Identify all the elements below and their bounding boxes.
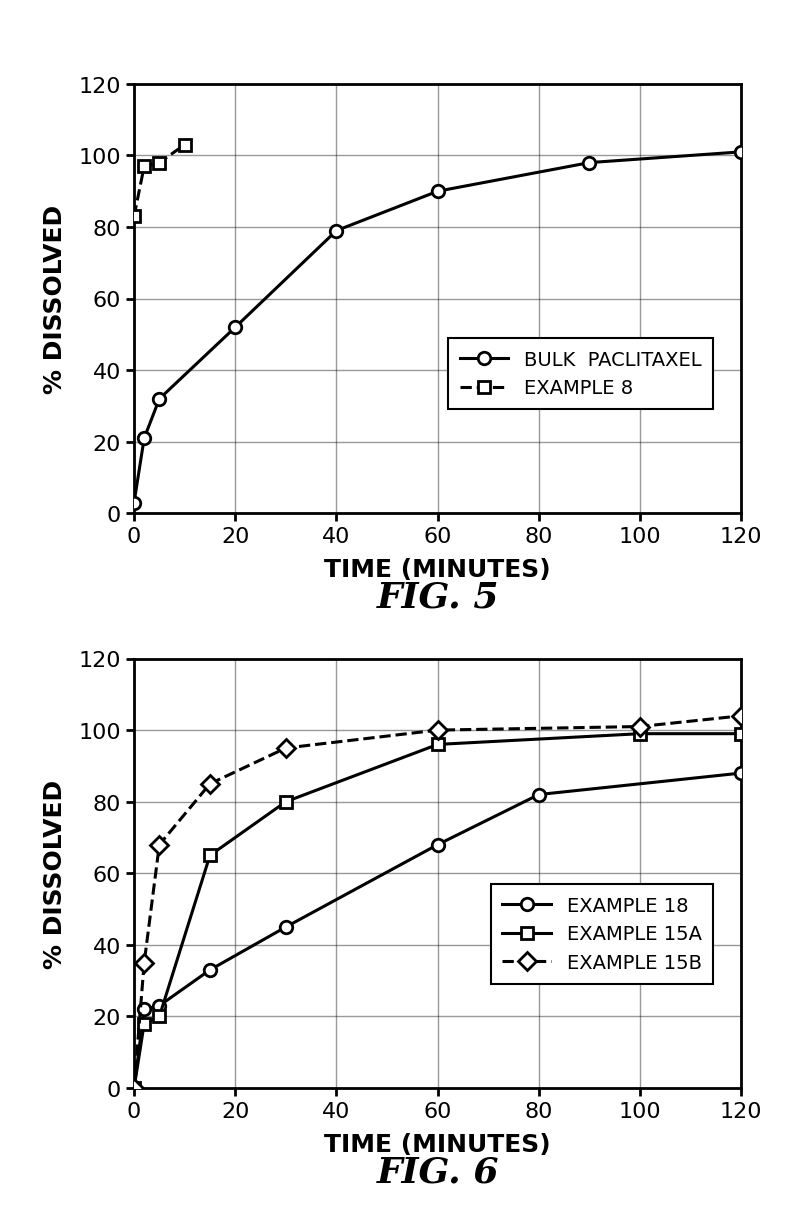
EXAMPLE 15A: [129, 1081, 139, 1095]
BULK  PACLITAXEL: [585, 156, 594, 170]
BULK  PACLITAXEL: [433, 185, 442, 199]
EXAMPLE 18: [281, 920, 291, 935]
BULK  PACLITAXEL: [332, 224, 341, 238]
Legend: EXAMPLE 18, EXAMPLE 15A, EXAMPLE 15B: EXAMPLE 18, EXAMPLE 15A, EXAMPLE 15B: [490, 884, 713, 984]
EXAMPLE 15A: [281, 794, 291, 809]
BULK  PACLITAXEL: [154, 392, 164, 406]
EXAMPLE 8: [129, 209, 139, 224]
EXAMPLE 18: [154, 999, 164, 1013]
EXAMPLE 15B: [154, 838, 164, 852]
EXAMPLE 15B: [129, 1081, 139, 1095]
EXAMPLE 15B: [635, 719, 645, 734]
Line: EXAMPLE 18: EXAMPLE 18: [128, 768, 747, 1094]
EXAMPLE 15B: [281, 741, 291, 756]
BULK  PACLITAXEL: [129, 496, 139, 510]
EXAMPLE 18: [433, 838, 442, 852]
EXAMPLE 18: [533, 787, 543, 802]
EXAMPLE 18: [139, 1002, 149, 1017]
EXAMPLE 8: [139, 160, 149, 174]
X-axis label: TIME (MINUTES): TIME (MINUTES): [324, 1133, 551, 1156]
EXAMPLE 15A: [139, 1017, 149, 1031]
EXAMPLE 15A: [736, 727, 745, 741]
BULK  PACLITAXEL: [230, 320, 240, 335]
EXAMPLE 15A: [205, 849, 214, 863]
EXAMPLE 18: [205, 962, 214, 977]
Line: BULK  PACLITAXEL: BULK PACLITAXEL: [128, 146, 747, 509]
Line: EXAMPLE 15A: EXAMPLE 15A: [128, 728, 747, 1094]
Text: FIG. 5: FIG. 5: [376, 580, 499, 614]
Legend: BULK  PACLITAXEL, EXAMPLE 8: BULK PACLITAXEL, EXAMPLE 8: [448, 339, 713, 410]
EXAMPLE 15B: [139, 955, 149, 970]
EXAMPLE 18: [129, 1081, 139, 1095]
Line: EXAMPLE 8: EXAMPLE 8: [128, 139, 191, 224]
Y-axis label: % DISSOLVED: % DISSOLVED: [43, 204, 67, 394]
BULK  PACLITAXEL: [139, 432, 149, 446]
Text: FIG. 6: FIG. 6: [376, 1155, 499, 1188]
EXAMPLE 15A: [154, 1010, 164, 1024]
EXAMPLE 15A: [433, 737, 442, 752]
Y-axis label: % DISSOLVED: % DISSOLVED: [43, 779, 67, 968]
EXAMPLE 18: [736, 767, 745, 781]
X-axis label: TIME (MINUTES): TIME (MINUTES): [324, 559, 551, 582]
EXAMPLE 8: [180, 138, 189, 152]
EXAMPLE 15B: [433, 723, 442, 737]
EXAMPLE 15A: [635, 727, 645, 741]
EXAMPLE 8: [154, 156, 164, 170]
EXAMPLE 15B: [205, 777, 214, 792]
BULK  PACLITAXEL: [736, 145, 745, 160]
EXAMPLE 15B: [736, 708, 745, 723]
Line: EXAMPLE 15B: EXAMPLE 15B: [128, 710, 747, 1094]
